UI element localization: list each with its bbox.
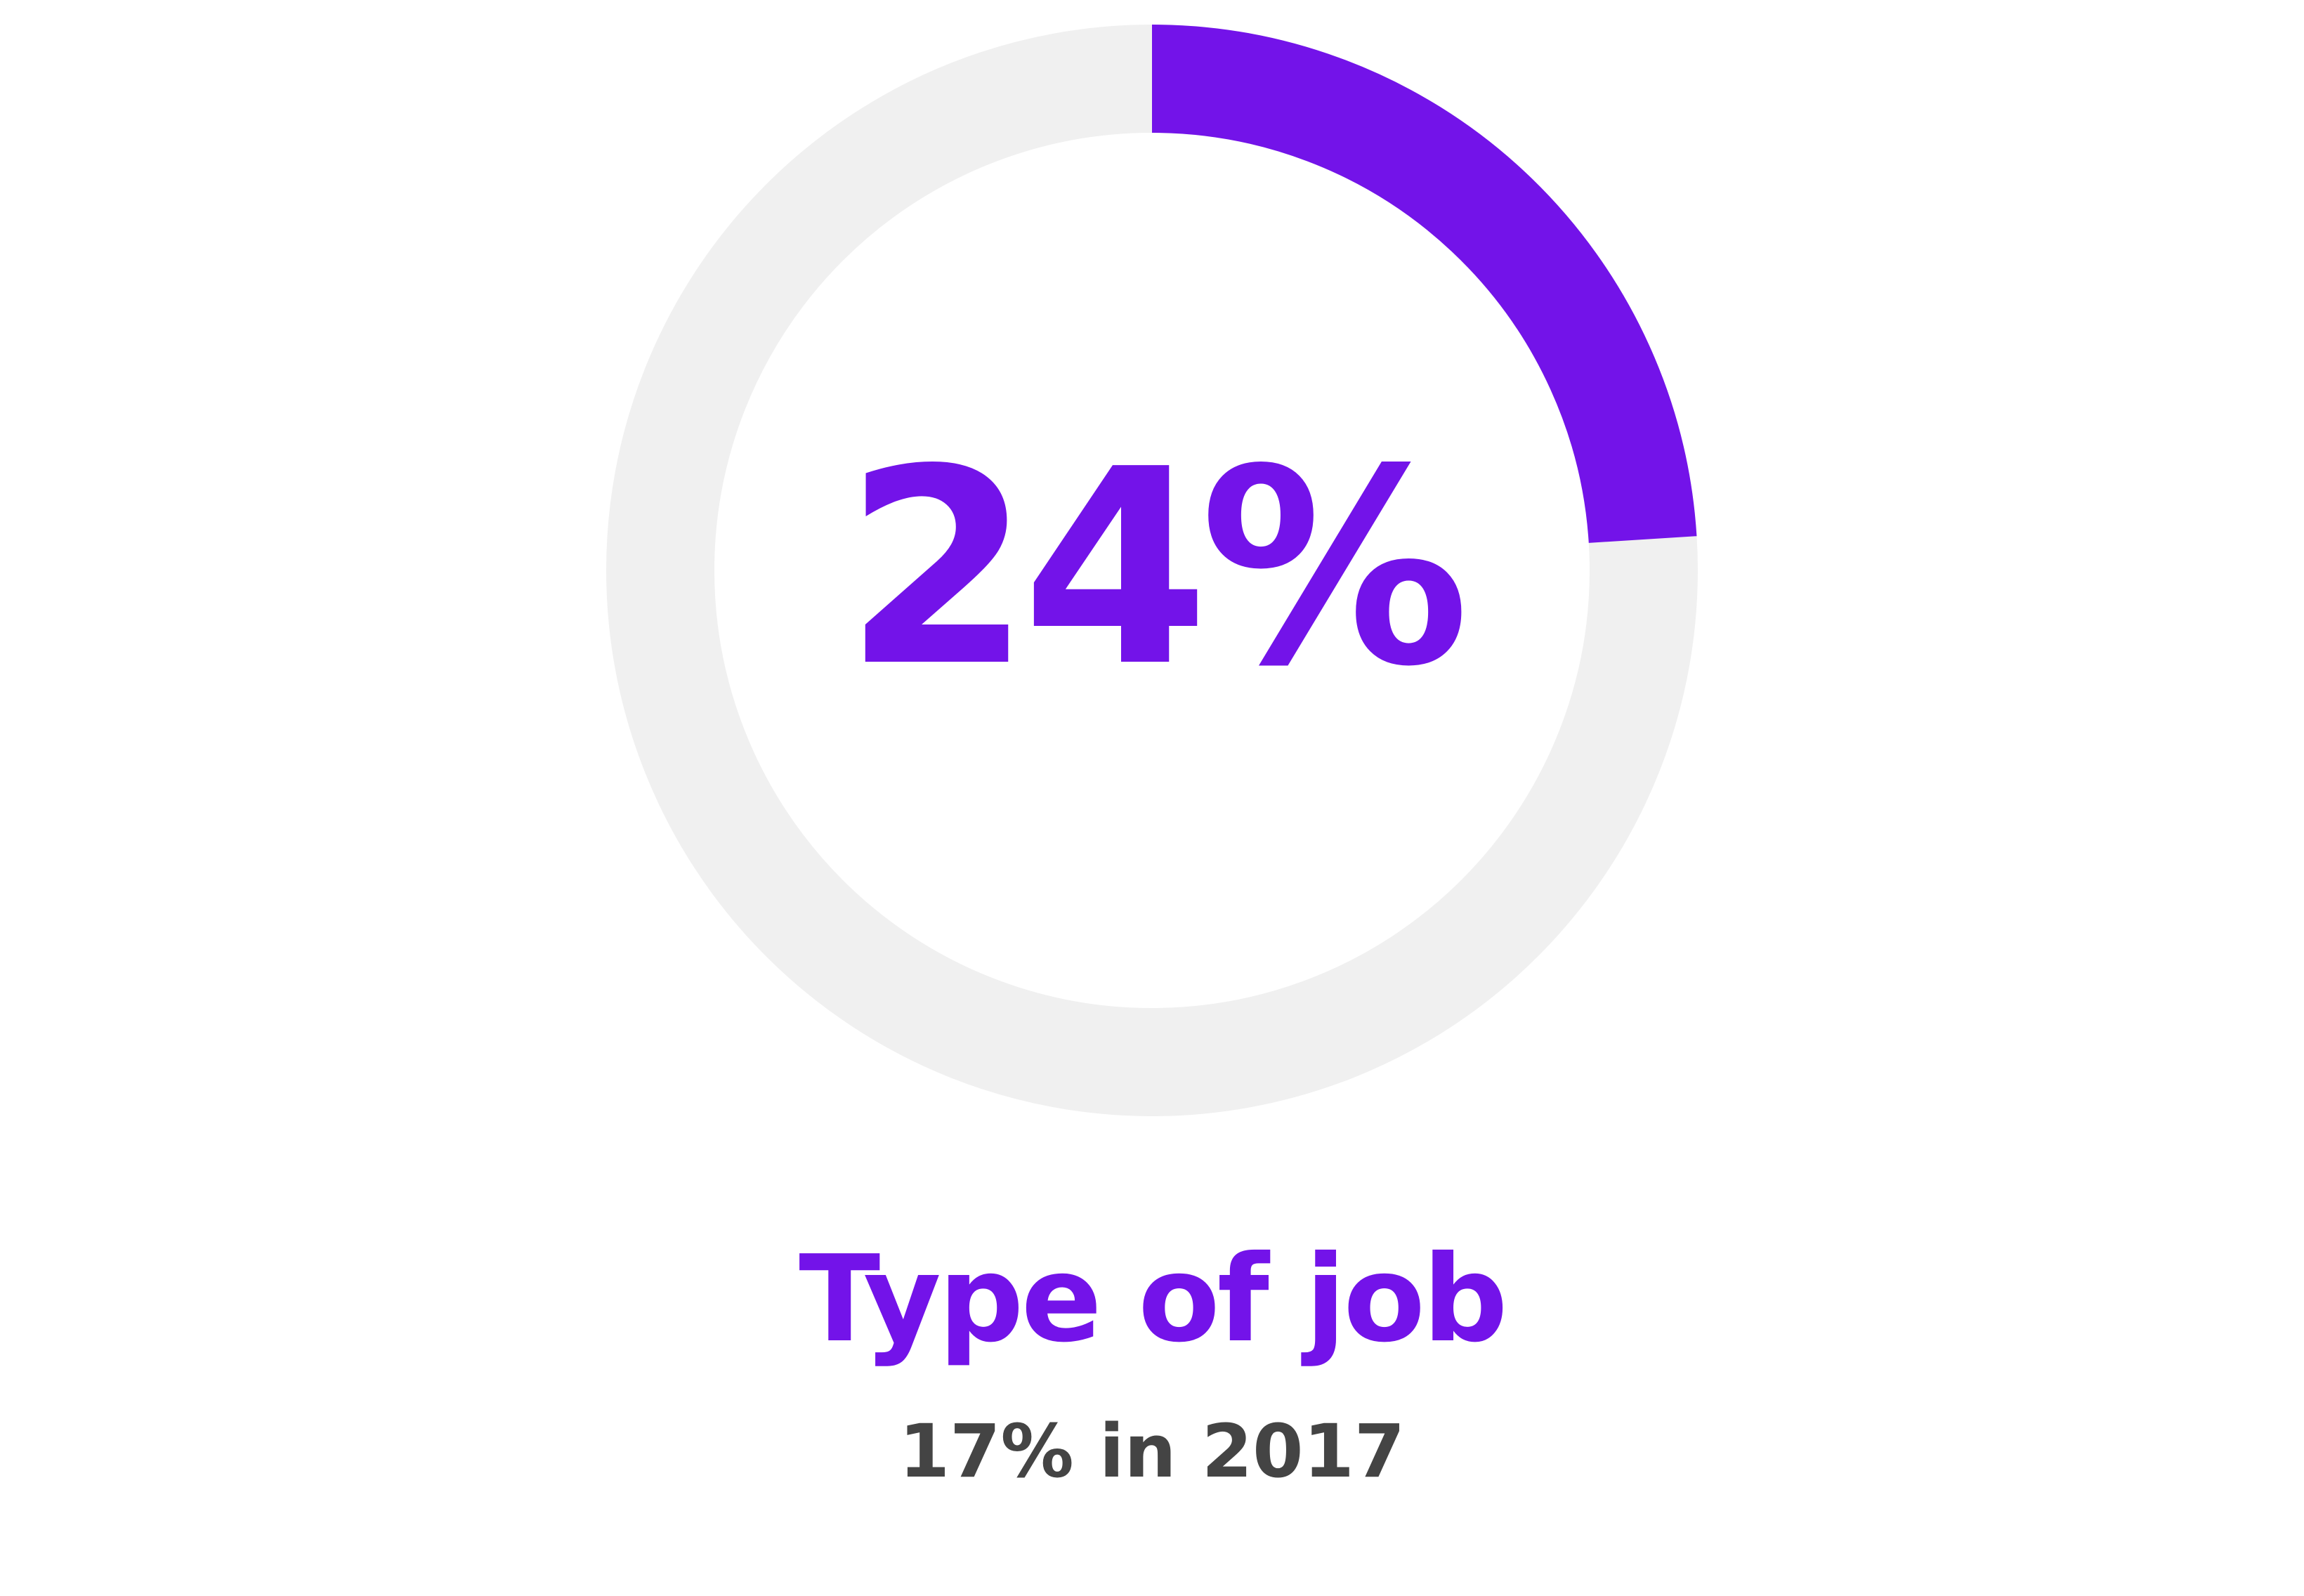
chart-caption-title: Type of job [799, 1230, 1507, 1369]
chart-caption-subtitle: 17% in 2017 [898, 1408, 1406, 1494]
center-percentage-label: 24% [844, 412, 1470, 726]
donut-value-arc [1151, 25, 1697, 544]
